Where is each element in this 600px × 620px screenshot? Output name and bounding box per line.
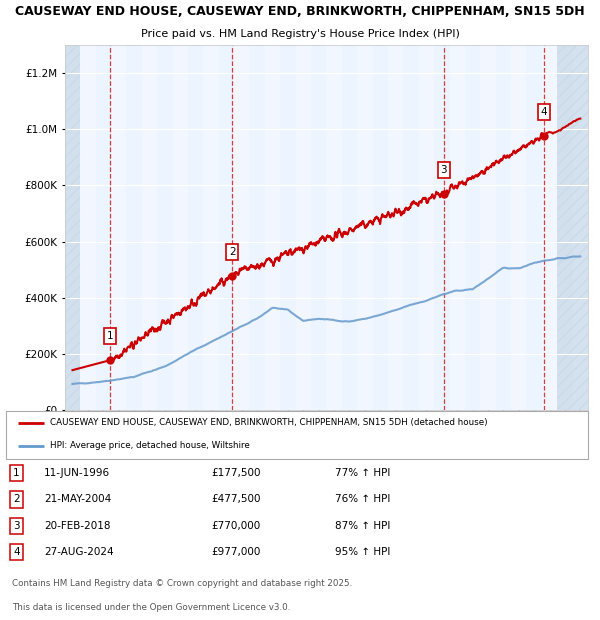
Text: Price paid vs. HM Land Registry's House Price Index (HPI): Price paid vs. HM Land Registry's House …	[140, 29, 460, 38]
Bar	[127, 45, 142, 410]
Bar	[465, 45, 480, 410]
Text: 20-FEB-2018: 20-FEB-2018	[44, 521, 111, 531]
Bar	[557, 45, 588, 410]
Text: 77% ↑ HPI: 77% ↑ HPI	[335, 468, 391, 478]
Bar	[542, 45, 557, 410]
Text: 1: 1	[13, 468, 20, 478]
Bar	[280, 45, 296, 410]
Text: £177,500: £177,500	[212, 468, 261, 478]
Text: 2: 2	[13, 494, 20, 505]
Bar	[434, 45, 449, 410]
Bar	[296, 45, 311, 410]
Bar	[373, 45, 388, 410]
Bar	[250, 45, 265, 410]
Bar	[357, 45, 373, 410]
Text: 4: 4	[13, 547, 20, 557]
Bar	[326, 45, 342, 410]
Bar	[142, 45, 157, 410]
Text: £477,500: £477,500	[212, 494, 261, 505]
Bar	[403, 45, 419, 410]
Bar	[203, 45, 218, 410]
FancyBboxPatch shape	[6, 411, 588, 459]
Text: CAUSEWAY END HOUSE, CAUSEWAY END, BRINKWORTH, CHIPPENHAM, SN15 5DH (detached hou: CAUSEWAY END HOUSE, CAUSEWAY END, BRINKW…	[50, 418, 488, 427]
Bar	[480, 45, 496, 410]
Bar	[157, 45, 173, 410]
Bar	[218, 45, 234, 410]
Bar	[80, 45, 95, 410]
Bar	[511, 45, 526, 410]
Bar	[388, 45, 403, 410]
Text: £977,000: £977,000	[212, 547, 261, 557]
Text: 1: 1	[107, 331, 113, 341]
Bar	[311, 45, 326, 410]
Bar	[526, 45, 542, 410]
Bar	[496, 45, 511, 410]
Text: HPI: Average price, detached house, Wiltshire: HPI: Average price, detached house, Wilt…	[50, 441, 250, 451]
Text: Contains HM Land Registry data © Crown copyright and database right 2025.: Contains HM Land Registry data © Crown c…	[12, 578, 352, 588]
Bar	[234, 45, 250, 410]
Bar	[419, 45, 434, 410]
Bar	[188, 45, 203, 410]
Text: 21-MAY-2004: 21-MAY-2004	[44, 494, 112, 505]
Text: This data is licensed under the Open Government Licence v3.0.: This data is licensed under the Open Gov…	[12, 603, 290, 613]
Text: 3: 3	[440, 165, 447, 175]
Bar	[342, 45, 357, 410]
Bar	[65, 45, 80, 410]
Text: 3: 3	[13, 521, 20, 531]
Text: £770,000: £770,000	[212, 521, 261, 531]
Bar	[173, 45, 188, 410]
Text: 87% ↑ HPI: 87% ↑ HPI	[335, 521, 391, 531]
Bar	[572, 45, 588, 410]
Bar	[111, 45, 127, 410]
Text: CAUSEWAY END HOUSE, CAUSEWAY END, BRINKWORTH, CHIPPENHAM, SN15 5DH: CAUSEWAY END HOUSE, CAUSEWAY END, BRINKW…	[15, 5, 585, 18]
Text: 2: 2	[229, 247, 236, 257]
Bar	[449, 45, 465, 410]
Bar	[95, 45, 111, 410]
Bar	[265, 45, 280, 410]
Bar	[557, 45, 572, 410]
Text: 27-AUG-2024: 27-AUG-2024	[44, 547, 114, 557]
Text: 11-JUN-1996: 11-JUN-1996	[44, 468, 110, 478]
Text: 4: 4	[541, 107, 547, 117]
Text: 95% ↑ HPI: 95% ↑ HPI	[335, 547, 391, 557]
Text: 76% ↑ HPI: 76% ↑ HPI	[335, 494, 391, 505]
Bar	[65, 45, 80, 410]
